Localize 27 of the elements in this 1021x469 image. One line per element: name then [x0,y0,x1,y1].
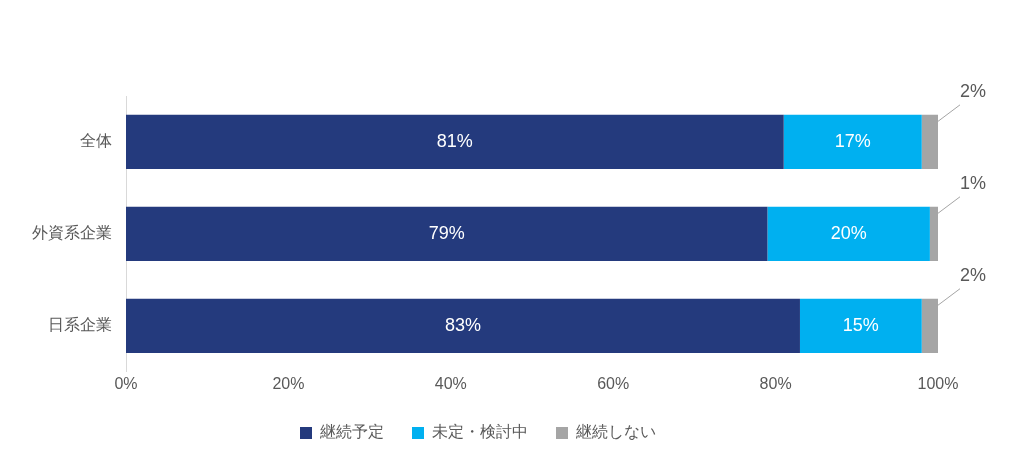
legend-label: 未定・検討中 [432,423,528,441]
data-label: 81% [436,130,473,151]
data-label: 2% [960,264,987,285]
x-tick-label: 40% [434,374,467,392]
data-label: 79% [428,222,465,243]
data-label: 2% [960,80,987,101]
y-tick-label: 全体 [80,132,112,150]
y-tick-label: 日系企業 [48,316,112,334]
bar [799,298,922,353]
legend-label: 継続しない [575,423,656,441]
data-label: 83% [444,314,481,335]
bar [783,114,922,170]
bar [126,298,800,353]
legend-label: 継続予定 [319,423,384,441]
y-tick-label: 外資系企業 [32,224,112,242]
x-tick-label: 100% [917,374,959,392]
data-label: 1% [960,172,987,193]
bar [126,206,768,262]
x-tick-label: 60% [597,374,630,392]
bar [126,114,784,170]
data-label: 17% [834,130,871,151]
x-tick-label: 80% [759,374,792,392]
data-label: 20% [830,222,867,243]
data-label: 15% [842,314,879,335]
x-tick-label: 20% [272,374,305,392]
bar [767,206,930,262]
x-tick-label: 0% [114,374,138,392]
